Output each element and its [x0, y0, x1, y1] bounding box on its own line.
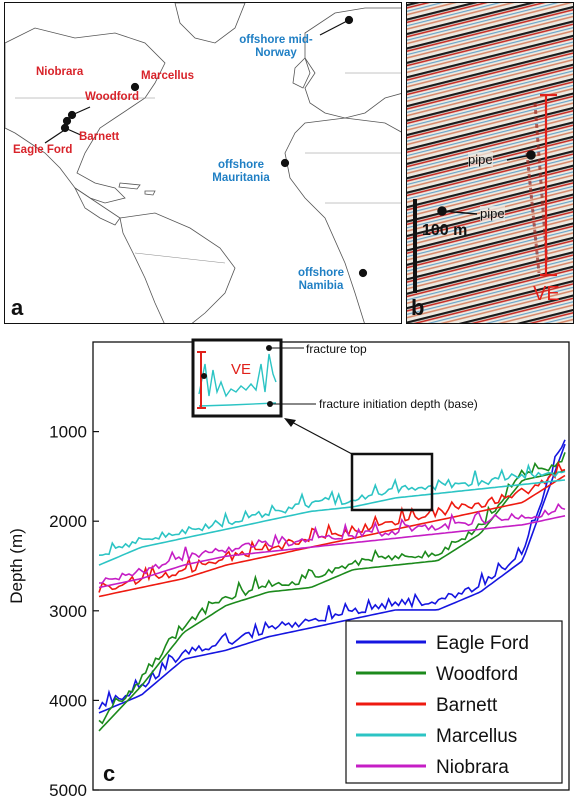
scale-bar-label: 100 m	[422, 222, 468, 239]
legend-label: Marcellus	[436, 726, 517, 747]
callout-fracture-top: fracture top	[306, 342, 367, 356]
series-line-barnett-top	[98, 460, 566, 593]
inset-ve-label: VE	[231, 361, 251, 378]
panel-letter-a: a	[11, 295, 24, 320]
series-line-marcellus-base	[98, 479, 566, 566]
panel-b-seismic: pipe pipe 100 m VE b	[406, 2, 574, 324]
series-line-marcellus-top	[98, 463, 566, 556]
zoom-arrow	[287, 419, 353, 455]
legend-box	[345, 620, 563, 784]
inset-ve-dot	[201, 373, 207, 379]
inset-fracture-base-line	[198, 402, 277, 407]
label-marcellus: Marcellus	[141, 70, 195, 82]
panel-letter-c: c	[103, 761, 115, 786]
legend-label: Woodford	[436, 664, 518, 685]
inset-fracture-top-line	[198, 353, 277, 398]
legend-label: Niobrara	[436, 757, 509, 778]
y-tick-label: 3000	[49, 602, 87, 621]
callout-fracture-base: fracture initiation depth (base)	[319, 397, 478, 411]
pipe-label-lower: pipe	[480, 206, 505, 221]
legend: Eagle Ford Woodford Barnett Marcellus Niobra…	[356, 633, 529, 778]
series-line-niobrara-base	[98, 515, 566, 589]
ve-label-b: VE	[533, 283, 560, 305]
world-map	[5, 3, 401, 323]
zoom-box	[350, 452, 434, 512]
series-line-eagle-ford-top	[98, 439, 566, 710]
y-tick-label: 5000	[49, 781, 87, 797]
y-ticks: 1000 2000 3000 4000 5000	[49, 423, 99, 797]
series-line-woodford-top	[98, 452, 566, 725]
panel-letter-b: b	[411, 295, 425, 320]
series-line-niobrara-top	[99, 502, 566, 584]
y-tick-label: 1000	[49, 423, 87, 442]
series-line-eagle-ford-base	[98, 443, 566, 714]
pipe-label-upper: pipe	[468, 152, 493, 167]
zoom-arrowhead	[284, 418, 296, 427]
inset-ve-bracket	[197, 351, 206, 409]
y-tick-label: 4000	[49, 691, 87, 710]
label-barnett: Barnett	[79, 131, 120, 143]
y-tick-label: 2000	[49, 512, 87, 531]
y-axis-label: Depth (m)	[7, 528, 26, 604]
series-layer	[98, 439, 566, 732]
series-line-woodford-base	[98, 470, 566, 732]
legend-label: Barnett	[436, 695, 498, 716]
label-niobrara: Niobrara	[36, 66, 84, 78]
series-line-barnett-base	[98, 474, 566, 598]
label-eagle-ford: Eagle Ford	[13, 144, 73, 156]
label-offshore-mid-norway: offshore mid-Norway	[239, 34, 313, 59]
label-offshore-mauritania: offshore Mauritania	[212, 159, 270, 184]
panel-c-chart: Depth (m) 1000 2000 3000 4000 5000 VE fractu…	[0, 334, 576, 797]
legend-label: Eagle Ford	[436, 633, 529, 654]
depth-chart: Depth (m) 1000 2000 3000 4000 5000 VE fractu…	[7, 338, 570, 797]
label-offshore-namibia: offshore Namibia	[298, 267, 344, 292]
label-woodford: Woodford	[85, 91, 140, 103]
panel-a-map: Niobrara Marcellus Woodford Barnett Eagl…	[4, 2, 402, 324]
